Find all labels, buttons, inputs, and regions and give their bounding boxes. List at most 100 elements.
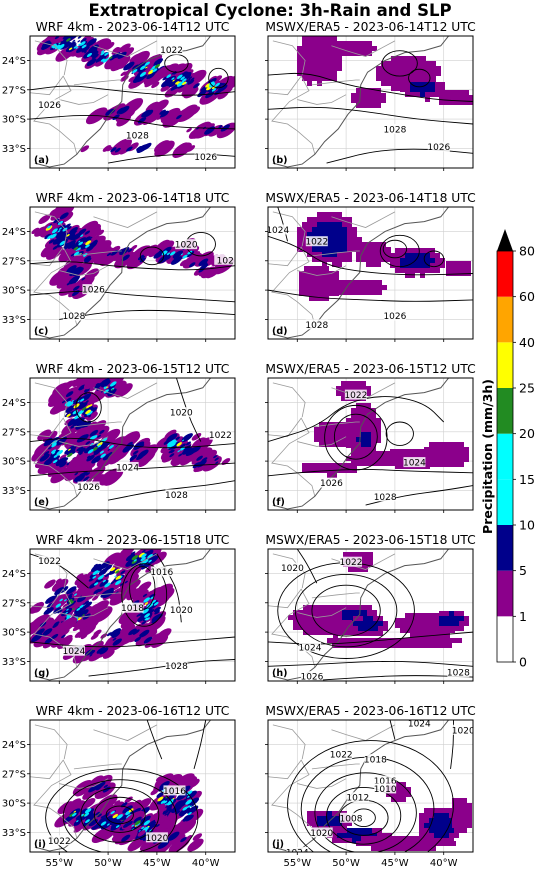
rain-cell <box>297 61 302 66</box>
rain-streak <box>49 403 65 415</box>
rain-streak-moderate <box>142 549 146 553</box>
rain-cell <box>351 456 356 461</box>
rain-cell <box>459 100 464 105</box>
rain-cell <box>317 463 322 468</box>
isobar-label-bg <box>126 129 149 140</box>
rain-streak-moderate <box>86 454 95 462</box>
rain-streak <box>151 632 162 642</box>
rain-streak <box>184 456 191 461</box>
rain-cell <box>327 816 332 821</box>
rain-streak-heavy <box>67 452 73 458</box>
rain-streak <box>97 39 111 50</box>
rain-streak <box>171 833 186 845</box>
isobar-label-bg <box>320 477 343 488</box>
rain-streak-moderate <box>110 147 117 153</box>
panel-letter: (c) <box>34 326 48 337</box>
rain-streak <box>143 636 149 642</box>
state-border <box>73 421 122 428</box>
x-tick-label: 40°W <box>192 858 220 869</box>
rain-cell <box>396 61 401 66</box>
rain-streak <box>179 108 188 115</box>
rain-cell <box>376 423 381 428</box>
rain-streak-moderate <box>180 813 185 817</box>
rain-streak-heavy <box>172 79 175 82</box>
rain-cell <box>327 811 332 816</box>
rain-cell <box>425 618 430 623</box>
rain-cell <box>307 227 312 232</box>
rain-cell <box>312 468 317 473</box>
rain-cell <box>327 36 332 41</box>
rain-streak <box>128 76 136 82</box>
rain-cell <box>392 643 397 648</box>
rain-streak <box>178 774 195 788</box>
rain-cell <box>353 626 358 631</box>
rain-cell <box>371 98 376 103</box>
rain-streak-moderate <box>91 455 102 464</box>
rain-cell <box>362 828 367 833</box>
rain-cell <box>352 227 357 232</box>
rain-cell <box>342 242 347 247</box>
isobar-ring <box>314 772 417 852</box>
rain-streak-heavy <box>77 617 82 621</box>
rain-streak-moderate <box>126 146 133 152</box>
rain-cell <box>449 828 454 833</box>
rain-cell <box>361 841 366 846</box>
rain-streak <box>57 636 73 649</box>
rain-streak-moderate <box>203 261 207 264</box>
rain-cell <box>412 638 417 643</box>
rain-streak-moderate <box>102 383 108 388</box>
isobar-label: 1026 <box>383 312 406 322</box>
rain-cell <box>361 456 366 461</box>
rain-cell <box>368 562 373 567</box>
rain-cell <box>352 463 357 468</box>
isobar-label: 1020 <box>310 829 333 839</box>
rain-streak-moderate <box>127 248 133 253</box>
rain-streak-heavy <box>171 77 175 80</box>
state-border <box>59 94 109 105</box>
rain-cell <box>390 258 395 263</box>
rain-cell <box>319 427 324 432</box>
rain-cell <box>439 626 444 631</box>
rain-streak <box>47 594 69 612</box>
rain-streak-moderate <box>84 51 87 54</box>
panel-letter: (a) <box>34 155 49 166</box>
rain-cell <box>378 621 383 626</box>
isobar-label: 102 <box>217 256 234 266</box>
rain-cell <box>347 280 352 285</box>
rain-streak <box>118 62 127 69</box>
isobar-line <box>268 396 445 442</box>
y-tick-label: 27°S <box>2 769 26 780</box>
isobar-label-bg <box>194 151 217 162</box>
rain-streak-heavy <box>81 44 87 49</box>
isobar-label-bg <box>62 310 85 321</box>
rain-cell <box>327 61 332 66</box>
rain-streak-moderate <box>139 629 150 638</box>
rain-streak-moderate <box>218 125 223 129</box>
rain-streak-moderate <box>94 579 100 584</box>
rain-cell <box>459 452 464 457</box>
rain-streak-moderate <box>132 450 139 455</box>
rain-cell <box>344 437 349 442</box>
rain-cell <box>449 95 454 100</box>
panel-frame <box>29 377 236 511</box>
rain-streak-heavy <box>66 401 74 407</box>
rain-streak-heavy <box>77 400 80 403</box>
isobar-label-bg <box>268 224 289 235</box>
rain-cell <box>449 90 454 95</box>
rain-cell <box>363 626 368 631</box>
rain-streak <box>127 837 145 852</box>
rain-cell <box>367 643 372 648</box>
rain-streak-heavy <box>100 821 107 826</box>
y-tick-label: 33°S <box>2 144 26 155</box>
rain-cell <box>386 836 391 841</box>
rain-cell <box>366 247 371 252</box>
isobar-line <box>30 462 235 477</box>
rain-cell <box>334 281 339 286</box>
rain-cell <box>449 833 454 838</box>
rain-cell <box>347 821 352 826</box>
rain-streak-moderate <box>81 237 85 240</box>
rain-cell <box>304 281 309 286</box>
rain-streak-heavy <box>101 574 104 577</box>
isobar-label-bg <box>339 556 362 567</box>
